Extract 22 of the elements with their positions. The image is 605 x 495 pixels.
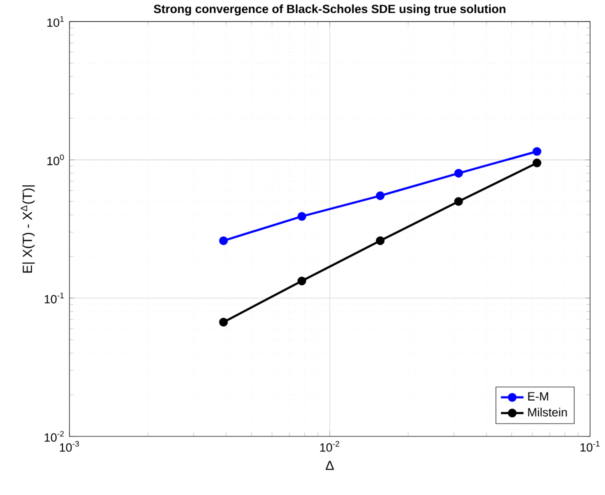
legend-label: E-M (528, 392, 548, 401)
point (376, 191, 385, 200)
legend-label: Milstein (528, 408, 567, 417)
x-tick-label: 10$^{-3}$ (60, 441, 79, 452)
point (376, 236, 385, 246)
y-tick-label: 10$^{-1}$ (44, 292, 64, 304)
point (532, 147, 542, 156)
chart-title: Strong convergence of Black-Scholes SDE using true solution (154, 4, 506, 16)
x-tick-label: 10$^{-1}$ (580, 441, 600, 452)
y-axis-title: E| X(T) - X$^{Δ}$(T)| (20, 185, 35, 273)
y-tick-label: 10$^{1}$ (47, 16, 64, 27)
point (454, 168, 463, 178)
point (297, 212, 306, 221)
point (219, 236, 228, 246)
point (219, 318, 228, 327)
x-axis-title: Δ (326, 460, 334, 470)
point (532, 158, 542, 168)
y-tick-label: 10$^{-2}$ (44, 431, 64, 442)
x-tick-label: 10$^{-2}$ (320, 441, 340, 452)
point (297, 276, 306, 286)
point (454, 197, 463, 206)
y-tick-label: 10$^{0}$ (47, 154, 64, 166)
